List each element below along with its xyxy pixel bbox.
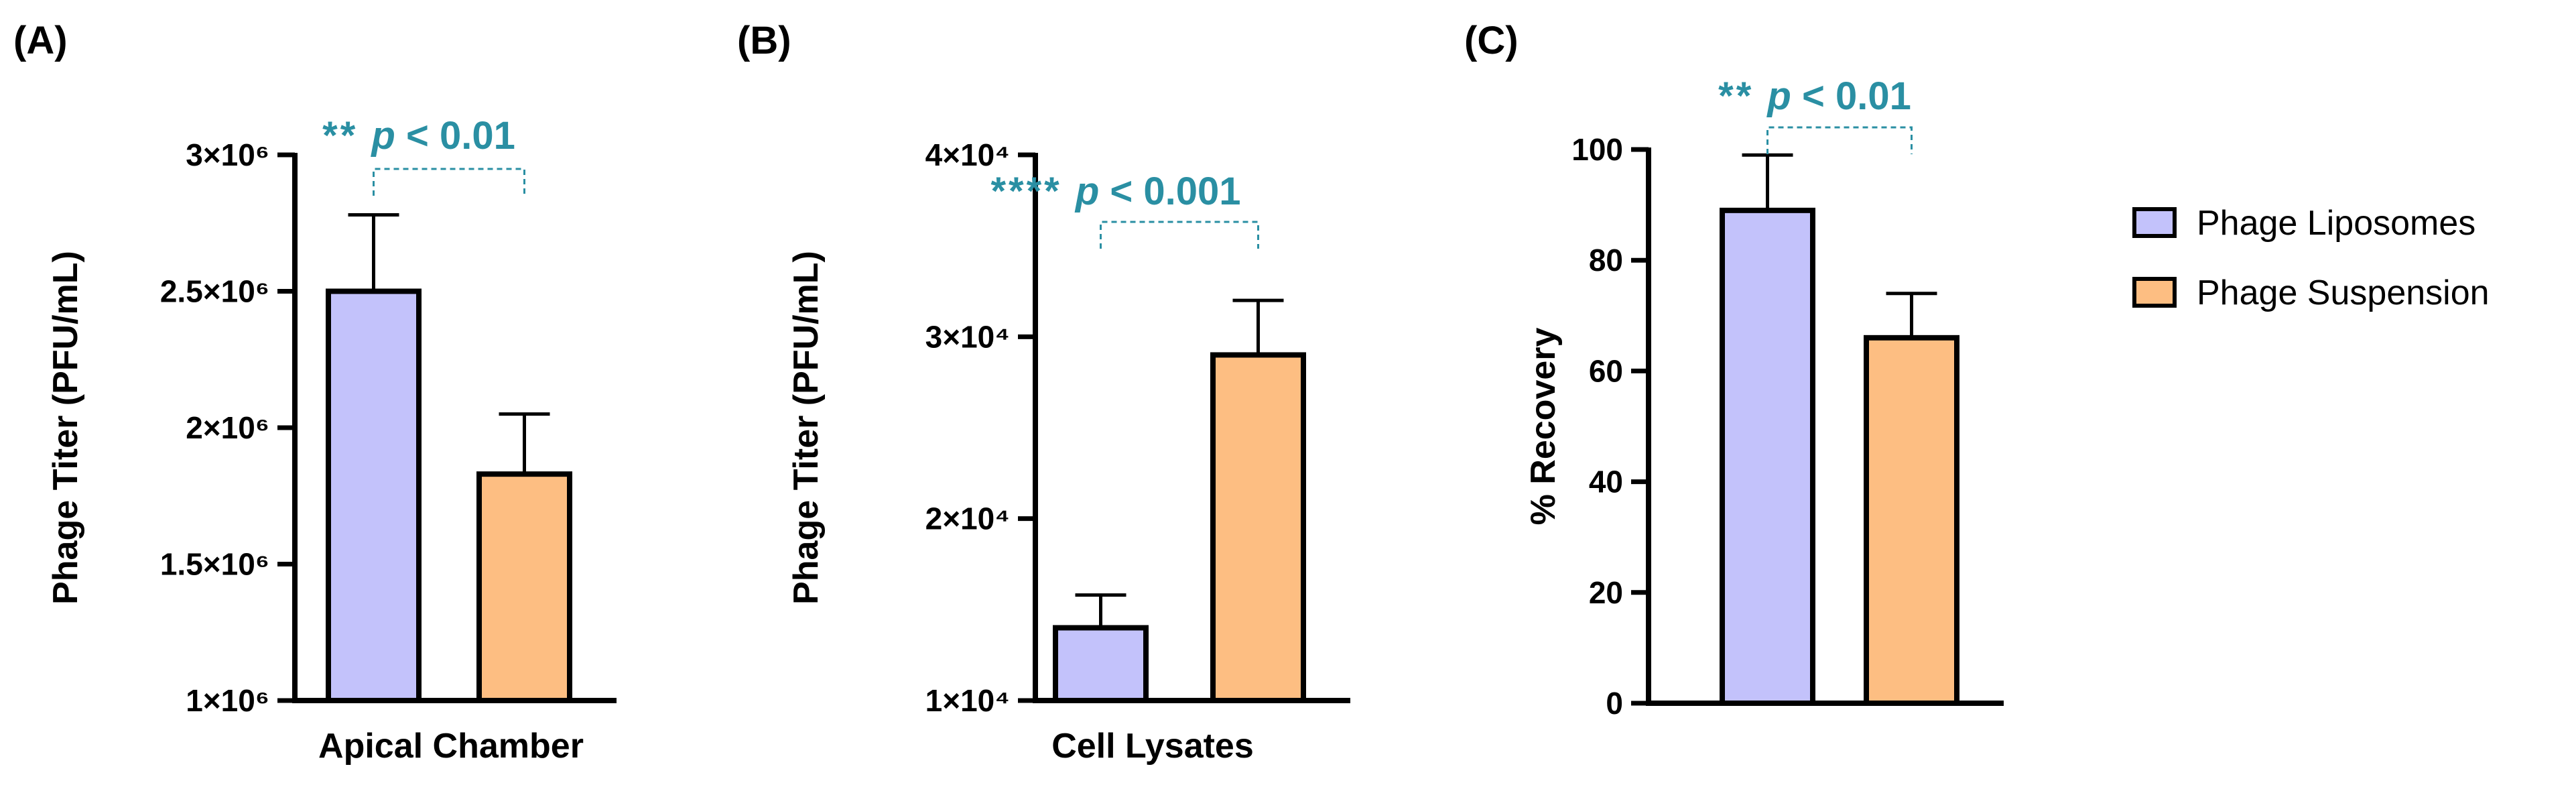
significance-bracket	[373, 168, 525, 196]
legend-label-liposomes: Phage Liposomes	[2197, 204, 2475, 243]
panel-c: (C) 0 20 40 60 80 100 % Recovery ** p < 0.01	[1464, 19, 2004, 721]
bar	[326, 288, 422, 703]
significance-bracket	[1766, 126, 1913, 154]
significance-label: ** p < 0.01	[322, 114, 515, 158]
significance-threshold: < 0.01	[1791, 74, 1911, 118]
significance-threshold: < 0.001	[1099, 170, 1240, 213]
significance-stars: **	[322, 114, 371, 158]
y-tick-label: 1×10⁶	[186, 683, 269, 718]
panel-letter: (A)	[13, 19, 68, 62]
panel-letter: (C)	[1464, 19, 1519, 62]
panel-letter: (B)	[737, 19, 791, 62]
y-tick-label: 4×10⁴	[925, 137, 1010, 172]
y-tick-label: 2×10⁴	[925, 501, 1010, 536]
significance-label: **** p < 0.001	[990, 170, 1240, 213]
legend: Phage Liposomes Phage Suspension	[2132, 204, 2490, 312]
y-axis-title: % Recovery	[1524, 328, 1563, 526]
y-tick-label: 40	[1589, 465, 1623, 499]
y-tick-label: 1.5×10⁶	[160, 547, 269, 582]
legend-swatch-liposomes	[2132, 207, 2177, 238]
significance-p: p	[370, 114, 395, 158]
panel-a: (A) 1×10⁶ 1.5×10⁶ 2×10⁶ 2.5×10⁶ 3×10⁶ Phage Ti…	[13, 19, 617, 766]
significance-label: ** p < 0.01	[1718, 74, 1911, 118]
bar	[1210, 352, 1306, 703]
y-tick-label: 3×10⁶	[186, 137, 269, 172]
y-tick-label: 3×10⁴	[925, 319, 1010, 354]
panel-b: (B) 1×10⁴ 2×10⁴ 3×10⁴ 4×10⁴ Phage Titer (PFU/…	[737, 19, 1350, 766]
x-axis-label: Apical Chamber	[318, 727, 584, 766]
x-axis-label: Cell Lysates	[1051, 727, 1254, 766]
bar	[476, 471, 572, 703]
bar	[1864, 335, 1959, 706]
significance-p: p	[1766, 74, 1791, 118]
bar	[1053, 625, 1149, 704]
significance-threshold: < 0.01	[395, 114, 515, 158]
y-tick-label: 60	[1589, 353, 1623, 388]
bar	[1720, 207, 1815, 706]
significance-stars: ****	[990, 170, 1075, 213]
legend-swatch-suspension	[2132, 277, 2177, 308]
y-tick-label: 2×10⁶	[186, 410, 269, 445]
y-tick-label: 0	[1606, 686, 1623, 721]
y-axis-title: Phage Titer (PFU/mL)	[46, 251, 85, 605]
y-tick-label: 80	[1589, 243, 1623, 278]
y-tick-label: 20	[1589, 575, 1623, 610]
significance-p: p	[1074, 170, 1099, 213]
significance-stars: **	[1718, 74, 1767, 118]
y-tick-label: 100	[1571, 132, 1623, 167]
y-axis-title: Phage Titer (PFU/mL)	[787, 251, 826, 605]
legend-label-suspension: Phage Suspension	[2197, 274, 2490, 312]
y-tick-label: 2.5×10⁶	[160, 274, 269, 309]
y-tick-label: 1×10⁴	[925, 683, 1010, 718]
significance-bracket	[1100, 221, 1259, 249]
